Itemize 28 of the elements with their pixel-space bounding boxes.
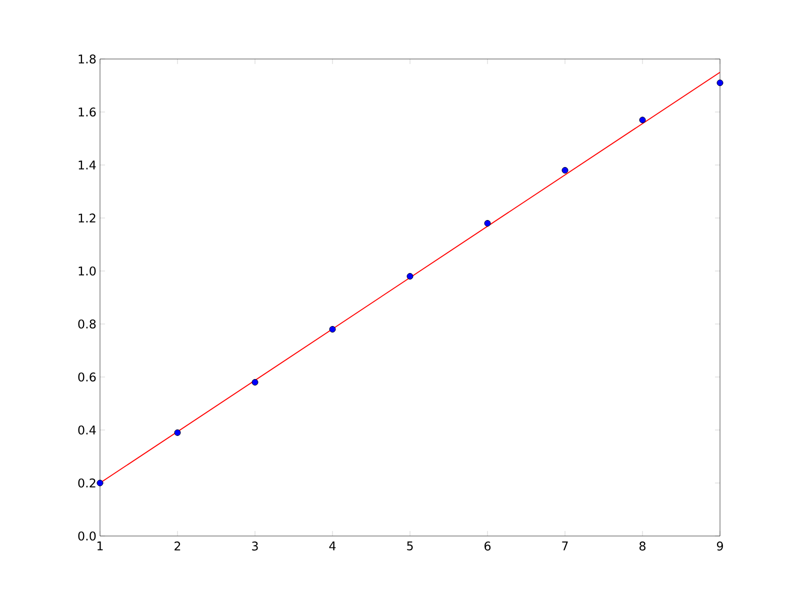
- y-tick-label: 0.2: [78, 478, 96, 488]
- y-tick-label: 1.4: [78, 160, 96, 170]
- x-tick-label: 6: [484, 542, 491, 551]
- point: [639, 116, 646, 124]
- y-tick-label: 1.6: [78, 107, 96, 117]
- x-tick-label: 8: [640, 542, 646, 551]
- x-tick-label: 1: [98, 542, 103, 550]
- point: [716, 80, 724, 86]
- point: [329, 326, 336, 333]
- y-tick-label: 0.8: [78, 319, 96, 329]
- point: [484, 220, 491, 227]
- y-tick-label: 1.0: [78, 266, 96, 276]
- x-tick-label: 5: [407, 542, 413, 550]
- y-tick-label: 0.6: [78, 372, 96, 382]
- y-tick-label: 1.8: [78, 54, 96, 64]
- x-tick-label: 4: [329, 542, 336, 550]
- y-tick-label: 1.2: [78, 214, 96, 222]
- x-tick-label: 3: [252, 542, 258, 551]
- point: [174, 429, 181, 436]
- point: [562, 167, 568, 174]
- point: [96, 480, 104, 486]
- x-tick-label: 9: [716, 542, 723, 551]
- point: [252, 379, 258, 386]
- x-tick-label: 7: [562, 542, 568, 550]
- point: [406, 273, 414, 280]
- y-tick-label: 0.0: [78, 531, 96, 541]
- x-tick-label: 2: [174, 542, 180, 550]
- y-tick-label: 0.4: [78, 425, 96, 435]
